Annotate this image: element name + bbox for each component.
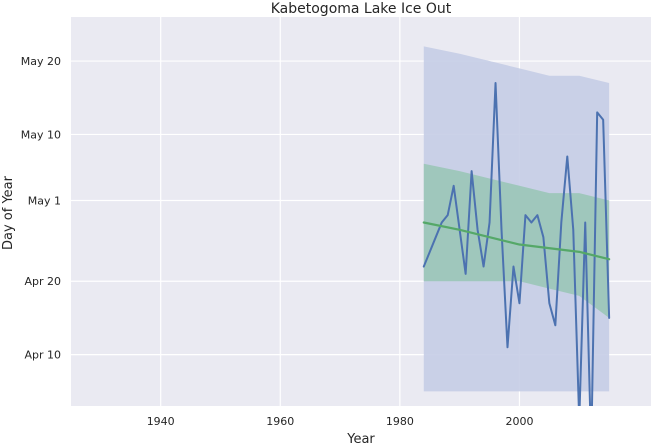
series-lines	[422, 82, 611, 406]
y-tick-label: May 10	[21, 128, 61, 141]
x-tick-label: 1960	[266, 415, 294, 428]
x-tick-labels: 1940 1960 1980 2000	[147, 415, 534, 428]
chart-title: Kabetogoma Lake Ice Out	[271, 1, 452, 17]
x-axis-label: Year	[346, 432, 375, 444]
y-tick-label: Apr 20	[24, 275, 61, 288]
y-tick-label: May 1	[28, 194, 61, 207]
observed-ice-out-line	[422, 82, 611, 406]
y-tick-labels: Apr 10 Apr 20 May 1 May 10 May 20	[21, 55, 61, 362]
y-axis-label: Day of Year	[1, 175, 16, 250]
x-tick-label: 1980	[386, 415, 414, 428]
x-tick-label: 2000	[505, 415, 533, 428]
y-tick-label: May 20	[21, 55, 61, 68]
y-tick-label: Apr 10	[24, 349, 61, 362]
x-tick-label: 1940	[147, 415, 175, 428]
trend-line	[422, 221, 611, 261]
